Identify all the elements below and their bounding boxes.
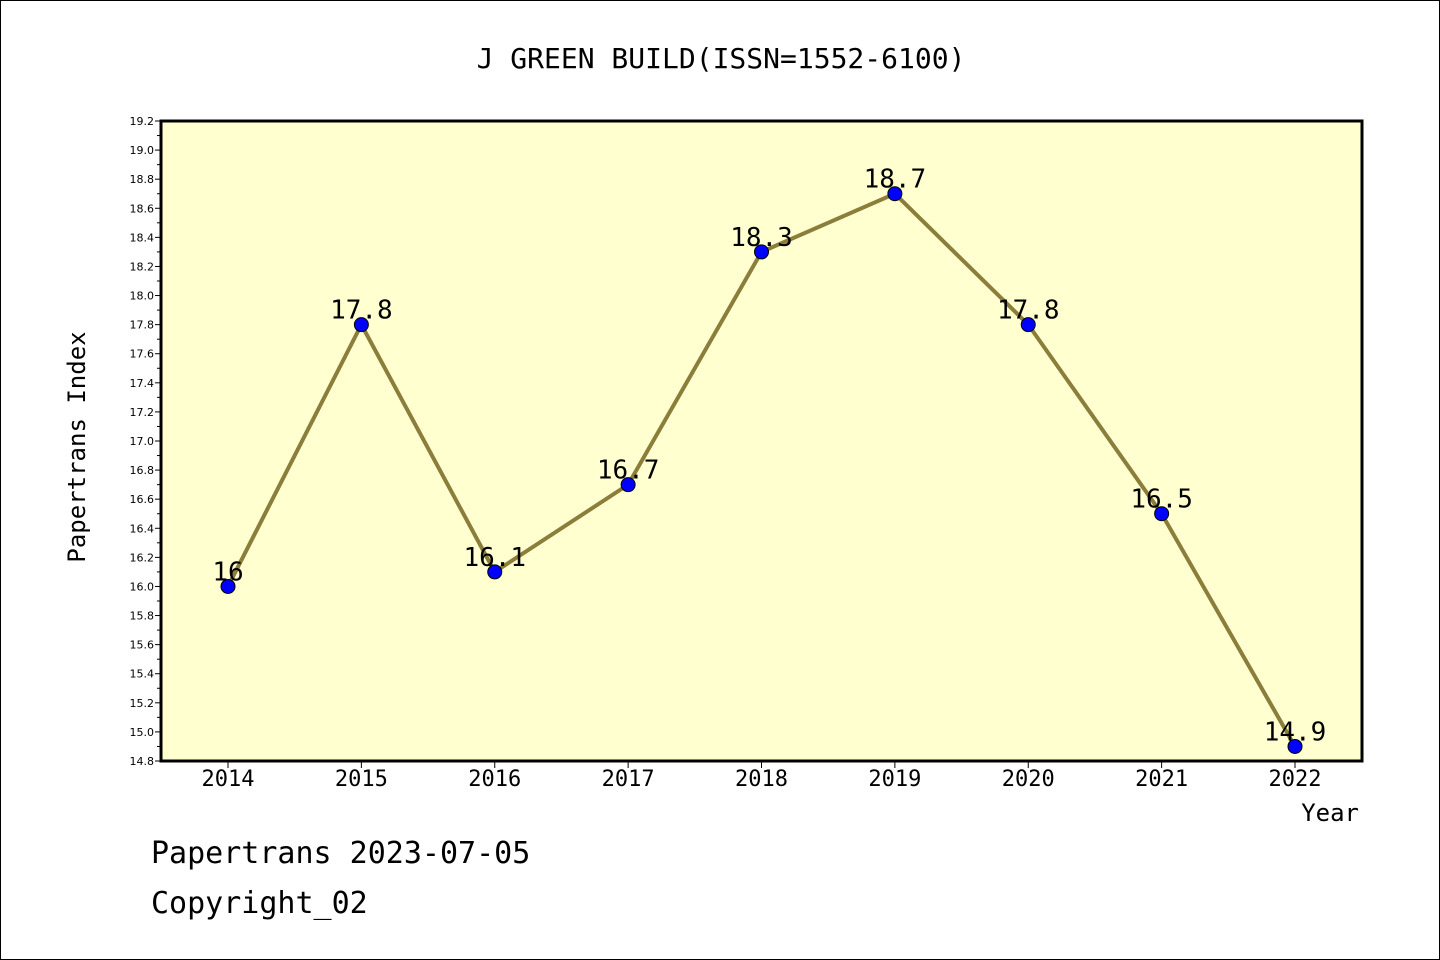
data-label: 16.7: [597, 456, 660, 486]
data-label: 18.3: [730, 223, 793, 253]
plot-area: [159, 119, 1364, 763]
y-tick-label: 16.4: [130, 522, 155, 535]
x-axis-label: Year: [1301, 799, 1359, 827]
y-tick-label: 15.2: [130, 697, 155, 710]
data-point: [1154, 506, 1170, 522]
y-tick-label: 17.0: [130, 435, 155, 448]
y-tick-label: 16.2: [130, 551, 155, 564]
y-tick-label: 18.4: [130, 231, 155, 244]
data-point: [620, 477, 636, 493]
y-tick-label: 15.8: [130, 610, 155, 623]
footer-date-text: Papertrans 2023-07-05: [151, 836, 531, 871]
y-tick-label: 18.8: [130, 173, 155, 186]
y-tick-label: 19.0: [130, 144, 155, 157]
y-tick-label: 17.8: [130, 319, 155, 332]
data-label: 14.9: [1264, 717, 1327, 747]
data-point: [220, 578, 236, 594]
y-tick-label: 18.6: [130, 202, 155, 215]
chart-title: J GREEN BUILD(ISSN=1552-6100): [477, 42, 966, 75]
x-axis-ticks: 2014 2015 2016 2017 2018 2019 2020 2021 2022: [202, 761, 1322, 792]
data-label: 16.5: [1130, 485, 1193, 515]
y-axis-ticks: 14.8 15.0 15.2 15.4 15.6 15.8 16.0 16.2 16.4 16.6…: [130, 115, 161, 768]
data-point: [1020, 317, 1036, 333]
data-label: 18.7: [864, 165, 927, 195]
series-markers: [220, 186, 1303, 754]
y-tick-label: 18.2: [130, 260, 155, 273]
data-point: [353, 317, 369, 333]
y-tick-label: 16.6: [130, 493, 155, 506]
y-tick-label: 19.2: [130, 115, 155, 128]
data-point: [1287, 738, 1303, 754]
x-tick-label: 2018: [735, 767, 788, 792]
data-labels: 16 17.8 16.1 16.7 18.3 18.7 17.8 16.5 14.9: [212, 165, 1326, 748]
y-tick-label: 16.0: [130, 580, 155, 593]
x-tick-label: 2015: [335, 767, 388, 792]
x-tick-label: 2017: [602, 767, 655, 792]
y-tick-label: 15.0: [130, 726, 155, 739]
x-tick-label: 2021: [1135, 767, 1188, 792]
y-tick-label: 15.6: [130, 639, 155, 652]
x-tick-label: 2019: [868, 767, 921, 792]
y-axis-label: Papertrans Index: [63, 331, 91, 562]
data-point: [754, 244, 769, 260]
y-tick-label: 17.4: [130, 377, 155, 390]
y-tick-label: 16.8: [130, 464, 155, 477]
y-tick-label: 15.4: [130, 668, 155, 681]
data-point: [887, 186, 903, 202]
y-tick-label: 14.8: [130, 755, 155, 768]
x-tick-label: 2014: [202, 767, 255, 792]
y-tick-label: 17.2: [130, 406, 155, 419]
footer-copyright-text: Copyright_02: [151, 886, 368, 921]
y-tick-label: 18.0: [130, 290, 155, 303]
data-label: 16: [212, 557, 243, 587]
data-label: 17.8: [330, 296, 393, 326]
x-tick-label: 2020: [1002, 767, 1055, 792]
x-tick-label: 2022: [1269, 767, 1322, 792]
y-tick-label: 17.6: [130, 348, 155, 361]
data-label: 16.1: [463, 543, 526, 573]
data-label: 17.8: [997, 296, 1060, 326]
data-point: [487, 564, 503, 580]
x-tick-label: 2016: [468, 767, 521, 792]
